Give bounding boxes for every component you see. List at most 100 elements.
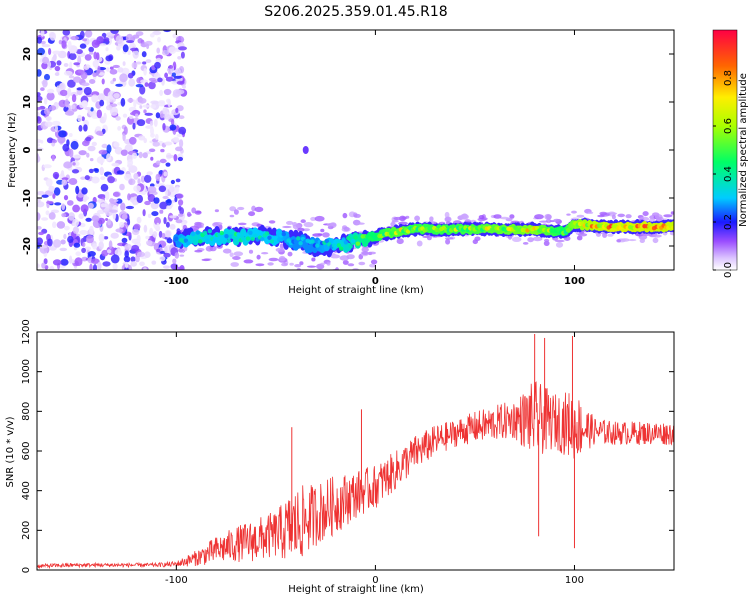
noise-blob: [153, 72, 161, 80]
ridge-halo: [238, 222, 247, 226]
noise-blob: [127, 50, 131, 55]
noise-blob: [70, 140, 79, 150]
x-tick-label: 0: [372, 276, 379, 287]
noise-blob: [157, 36, 161, 43]
ridge-halo: [522, 242, 529, 245]
noise-blob: [139, 98, 147, 104]
colorbar-gradient: [712, 29, 738, 271]
y-tick-label: 1200: [21, 319, 32, 344]
ridge-halo: [326, 222, 337, 227]
noise-blob: [62, 30, 71, 36]
noise-blob: [92, 72, 98, 77]
noise-blob: [152, 30, 162, 36]
noise-blob: [132, 122, 136, 130]
noise-blob: [87, 202, 94, 209]
noise-blob: [136, 119, 146, 127]
noise-blob: [158, 185, 167, 193]
ridge-halo: [312, 233, 323, 237]
noise-blob: [37, 95, 43, 102]
ridge-cell: [343, 240, 349, 245]
ridge-halo: [233, 209, 239, 215]
noise-blob: [133, 223, 141, 230]
noise-blob: [44, 108, 51, 116]
noise-blob: [42, 56, 50, 64]
noise-blob: [81, 116, 85, 122]
ridge-halo: [539, 220, 549, 223]
noise-blob: [100, 183, 109, 192]
ridge-halo: [426, 235, 432, 241]
noise-blob: [116, 45, 121, 51]
noise-blob: [122, 132, 126, 142]
noise-blob: [82, 197, 87, 202]
noise-blob: [82, 100, 88, 108]
noise-blob: [61, 213, 67, 218]
noise-blob: [175, 146, 183, 152]
noise-blob: [109, 209, 118, 213]
noise-blob: [168, 186, 175, 193]
noise-blob: [97, 93, 106, 102]
noise-blob: [42, 44, 51, 48]
noise-blob: [64, 110, 74, 116]
noise-blob: [114, 248, 122, 256]
noise-blob: [112, 64, 120, 69]
noise-blob: [103, 112, 107, 122]
ridge-halo: [343, 226, 350, 232]
noise-blob: [142, 61, 147, 65]
ridge-cell: [219, 230, 224, 236]
noise-blob: [52, 221, 57, 229]
ridge-cell: [202, 230, 208, 235]
noise-blob: [97, 65, 101, 75]
noise-blob: [67, 79, 76, 88]
ridge-cell: [231, 234, 236, 240]
ridge-halo: [393, 216, 403, 221]
noise-blob: [106, 144, 112, 154]
noise-blob: [135, 113, 139, 118]
noise-blob: [40, 30, 45, 37]
noise-blob: [150, 100, 159, 105]
ridge-halo: [335, 267, 339, 270]
noise-blob: [79, 43, 87, 49]
noise-blob: [72, 218, 79, 227]
noise-blob: [60, 258, 69, 266]
noise-blob: [63, 63, 69, 67]
noise-blob: [147, 194, 156, 202]
noise-blob: [56, 60, 62, 66]
noise-blob: [131, 152, 138, 159]
noise-blob: [154, 61, 161, 69]
noise-blob: [171, 72, 176, 77]
noise-blob: [79, 230, 88, 235]
ridge-cell: [253, 233, 258, 238]
noise-blob: [44, 265, 49, 270]
noise-blob: [149, 120, 154, 127]
noise-blob: [138, 135, 146, 141]
ridge-halo: [330, 254, 341, 259]
noise-blob: [168, 65, 174, 69]
noise-blob: [58, 130, 67, 138]
noise-blob: [43, 258, 48, 265]
ridge-halo: [311, 257, 316, 262]
noise-blob: [84, 175, 90, 181]
ridge-halo: [616, 239, 622, 243]
ridge-halo: [611, 214, 616, 220]
noise-blob: [67, 200, 74, 206]
noise-blob: [182, 84, 186, 89]
x-tick-label: 100: [564, 276, 585, 287]
noise-blob: [136, 234, 141, 243]
y-tick-label: -20: [22, 237, 33, 255]
noise-blob: [164, 141, 173, 146]
ridge-halo: [268, 257, 279, 262]
noise-blob: [136, 216, 142, 224]
noise-blob: [166, 98, 171, 104]
noise-blob: [52, 193, 56, 199]
noise-blob: [63, 106, 69, 113]
ridge-cell: [350, 238, 356, 244]
noise-blob: [69, 61, 73, 70]
ridge-cell: [245, 236, 251, 241]
ridge-halo: [248, 249, 254, 254]
noise-blob: [142, 209, 146, 217]
noise-blob: [90, 107, 94, 112]
noise-blob: [123, 255, 131, 263]
x-tick-label: -100: [165, 575, 188, 586]
